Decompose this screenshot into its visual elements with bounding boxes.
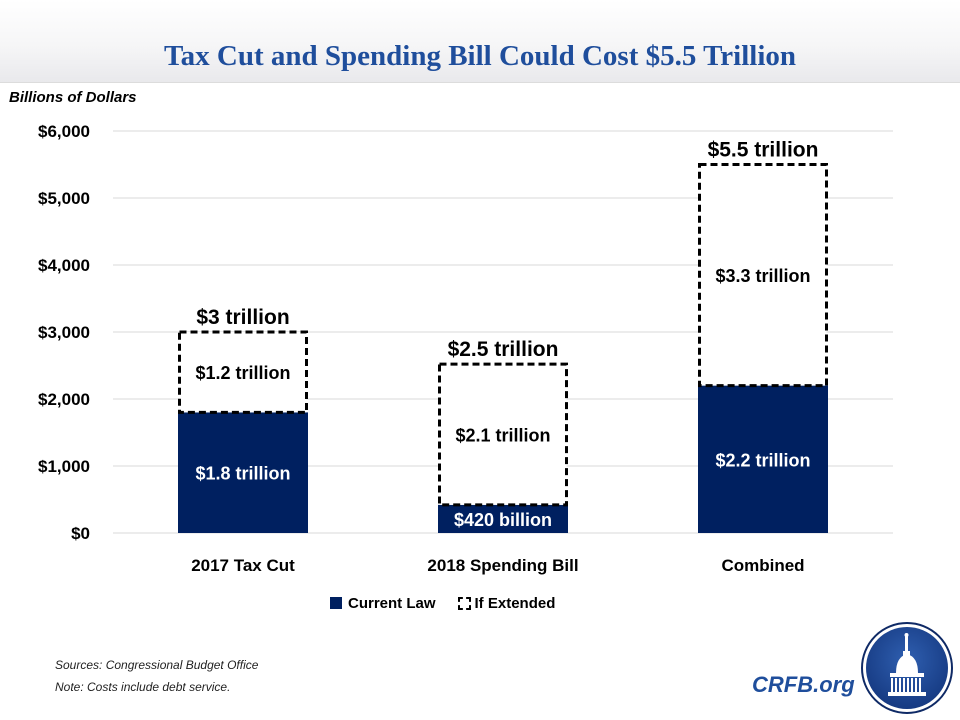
chart-plot: $0 $1,000 $2,000 $3,000 $4,000 $5,000 $6,000 $…	[38, 122, 893, 575]
legend-label: If Extended	[474, 594, 556, 612]
y-axis-units-label: Billions of Dollars	[9, 89, 137, 106]
data-label-total: $2.5 trillion	[448, 338, 559, 361]
y-tick-label: $6,000	[38, 122, 90, 141]
data-label-current-law: $1.8 trillion	[195, 464, 290, 484]
y-tick-label: $1,000	[38, 457, 90, 476]
y-tick-label: $3,000	[38, 323, 90, 342]
bar-if-extended	[438, 362, 568, 507]
legend-label: Current Law	[348, 594, 436, 612]
x-tick-label: Combined	[721, 556, 804, 575]
bar-if-extended	[178, 330, 308, 414]
data-label-if-extended: $2.1 trillion	[455, 426, 550, 446]
bar-current-law	[178, 412, 308, 533]
legend-item-current-law: Current Law	[330, 595, 436, 612]
legend: Current Law If Extended	[330, 593, 577, 613]
legend-swatch-solid-icon	[330, 597, 342, 609]
costs-note: Note: Costs include debt service.	[55, 680, 231, 694]
data-label-current-law: $420 billion	[454, 510, 552, 530]
sources-note: Sources: Congressional Budget Office	[55, 658, 259, 672]
x-tick-label: 2018 Spending Bill	[427, 556, 578, 575]
x-tick-label: 2017 Tax Cut	[191, 556, 295, 575]
data-label-if-extended: $1.2 trillion	[195, 363, 290, 383]
bar-current-law	[438, 504, 568, 533]
data-label-total: $3 trillion	[196, 306, 289, 329]
y-axis-ticks: $0 $1,000 $2,000 $3,000 $4,000 $5,000 $6,000	[38, 122, 90, 543]
bar-current-law	[698, 385, 828, 533]
data-label-total: $5.5 trillion	[708, 139, 819, 162]
brand-link[interactable]: CRFB.org	[752, 672, 855, 697]
bar-if-extended	[698, 163, 828, 388]
y-tick-label: $4,000	[38, 256, 90, 275]
data-label-current-law: $2.2 trillion	[715, 450, 810, 470]
x-axis-ticks: 2017 Tax Cut 2018 Spending Bill Combined	[191, 556, 804, 575]
y-tick-label: $5,000	[38, 189, 90, 208]
legend-item-if-extended: If Extended	[457, 594, 556, 612]
data-label-if-extended: $3.3 trillion	[715, 266, 810, 286]
footnotes: Sources: Congressional Budget Office Not…	[55, 654, 258, 698]
legend-swatch-dashed-icon	[457, 596, 471, 610]
y-tick-label: $2,000	[38, 390, 90, 409]
header-band	[0, 0, 960, 83]
y-tick-label: $0	[71, 524, 90, 543]
chart-title: Tax Cut and Spending Bill Could Cost $5.…	[163, 40, 797, 72]
capitol-dome-icon	[861, 622, 953, 714]
bars: $1.8 trillion $1.2 trillion $3 trillion $42…	[178, 139, 828, 533]
